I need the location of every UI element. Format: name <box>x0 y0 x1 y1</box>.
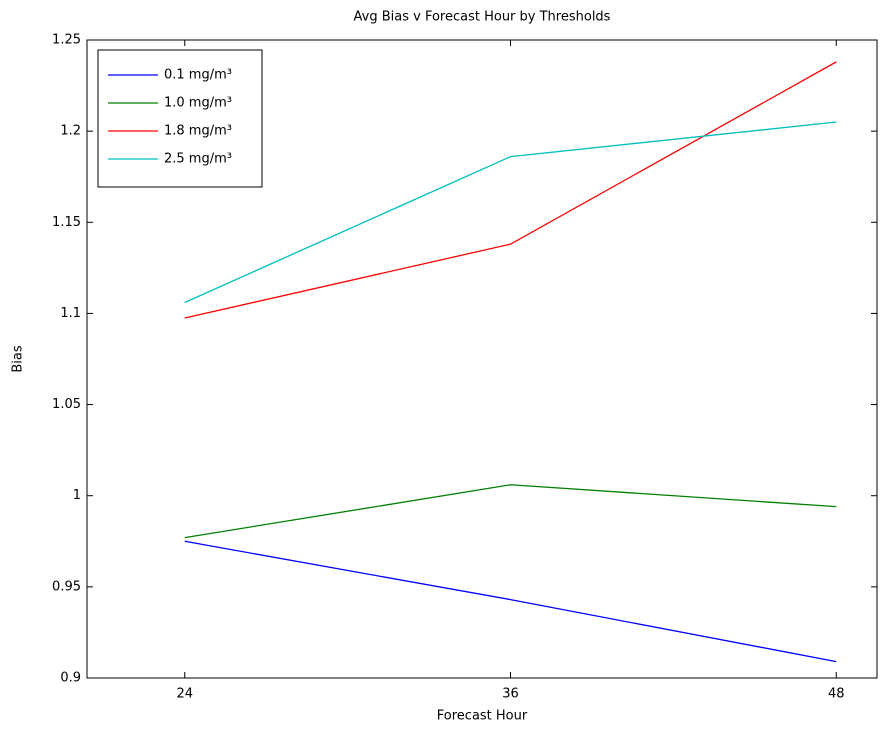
y-tick-label: 1.25 <box>52 33 81 48</box>
x-tick-label: 24 <box>176 687 193 702</box>
x-tick-label: 48 <box>828 687 845 702</box>
series-line <box>184 121 837 304</box>
legend-label: 0.1 mg/m³ <box>164 68 232 83</box>
y-tick-label: 1.2 <box>60 124 81 139</box>
y-axis-label: Bias <box>11 345 26 372</box>
y-tick-label: 0.9 <box>60 671 81 686</box>
x-tick-label: 36 <box>502 687 519 702</box>
y-tick-label: 1.05 <box>52 397 81 412</box>
chart-title: Avg Bias v Forecast Hour by Thresholds <box>354 10 611 25</box>
legend-label: 1.0 mg/m³ <box>164 96 232 111</box>
y-tick-label: 1.1 <box>60 306 81 321</box>
y-tick-label: 1 <box>73 488 81 503</box>
x-axis-label: Forecast Hour <box>437 709 528 724</box>
series-line <box>184 61 837 319</box>
legend-label: 2.5 mg/m³ <box>164 152 232 167</box>
series-line <box>184 484 837 539</box>
legend-label: 1.8 mg/m³ <box>164 124 232 139</box>
legend-box <box>97 49 263 188</box>
y-tick-label: 0.95 <box>52 579 81 594</box>
series-line <box>184 540 837 663</box>
y-tick-label: 1.15 <box>52 215 81 230</box>
